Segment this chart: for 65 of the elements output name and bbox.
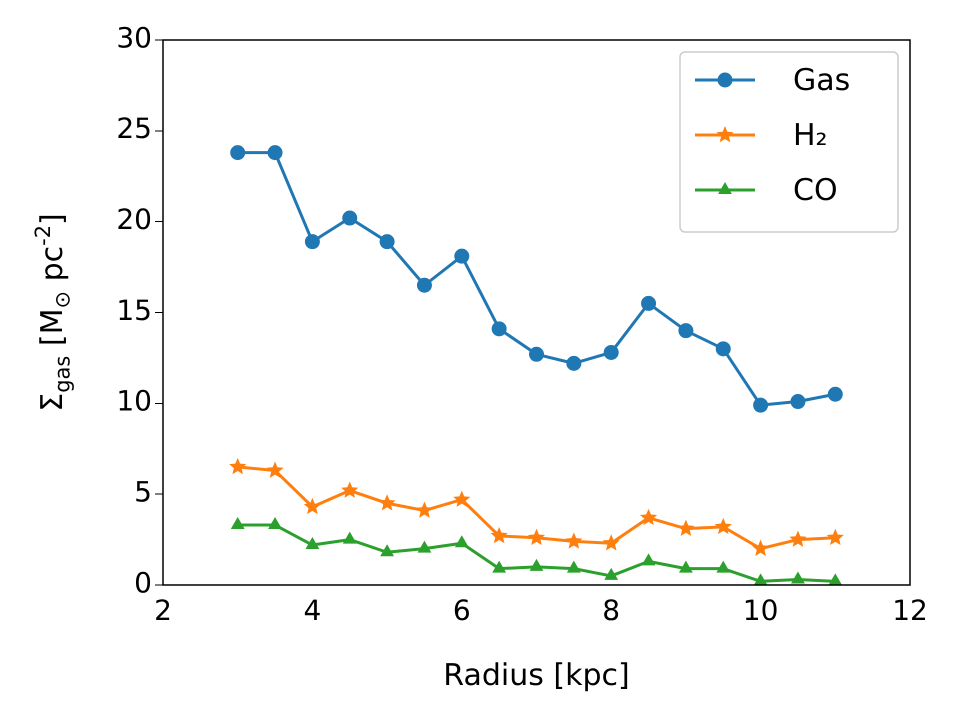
point: [716, 561, 730, 573]
point: [530, 559, 544, 571]
point: [454, 248, 470, 264]
point: [492, 321, 507, 336]
point: [528, 528, 546, 546]
point: [604, 568, 618, 580]
point: [342, 210, 358, 226]
point: [529, 346, 544, 362]
y-tick-label: 5: [134, 475, 152, 508]
point: [714, 518, 732, 534]
point: [826, 528, 844, 546]
x-tick-label: 2: [154, 594, 172, 628]
legend-label: H₂: [793, 118, 828, 153]
point: [642, 554, 656, 566]
point: [453, 490, 470, 507]
point: [343, 532, 356, 544]
y-tick-label: 10: [116, 384, 152, 418]
point: [791, 572, 805, 584]
point: [268, 145, 283, 160]
legend-label: Gas: [793, 63, 850, 98]
point: [753, 398, 768, 413]
y-tick-label: 20: [116, 202, 152, 236]
x-tick-label: 8: [602, 594, 620, 628]
point: [790, 394, 806, 410]
y-tick-label: 15: [116, 294, 152, 327]
x-axis-title: Radius [kpc]: [443, 658, 630, 693]
point: [716, 341, 731, 356]
x-tick-label: 12: [892, 594, 928, 628]
point: [418, 541, 432, 553]
point: [678, 323, 694, 338]
point: [341, 482, 358, 498]
legend-label: CO: [793, 173, 838, 208]
point: [380, 234, 395, 250]
point: [828, 386, 843, 402]
point: [231, 518, 244, 530]
point: [679, 561, 692, 573]
point: [789, 530, 807, 547]
point: [567, 561, 580, 573]
point: [565, 532, 582, 549]
x-tick-label: 6: [452, 594, 471, 628]
point: [306, 538, 319, 550]
x-tick-label: 10: [742, 594, 778, 628]
point: [640, 508, 658, 526]
point: [304, 234, 320, 250]
point: [754, 574, 768, 585]
point: [492, 561, 506, 573]
point: [602, 534, 620, 550]
point: [304, 498, 321, 514]
point: [641, 296, 656, 311]
y-axis-title: Σgas [M⊙ pc-2]: [31, 213, 74, 412]
point: [566, 356, 582, 371]
point: [268, 518, 282, 530]
point: [229, 458, 246, 474]
y-tick-label: 0: [134, 566, 152, 600]
x-tick-label: 4: [303, 594, 322, 628]
point: [416, 278, 432, 293]
point: [828, 574, 842, 585]
point: [380, 544, 394, 556]
y-tick-label: 30: [116, 21, 152, 54]
point: [266, 462, 284, 478]
point: [230, 145, 246, 160]
point: [604, 344, 619, 360]
y-tick-label: 25: [116, 112, 152, 146]
point: [490, 526, 508, 544]
point: [455, 536, 468, 548]
